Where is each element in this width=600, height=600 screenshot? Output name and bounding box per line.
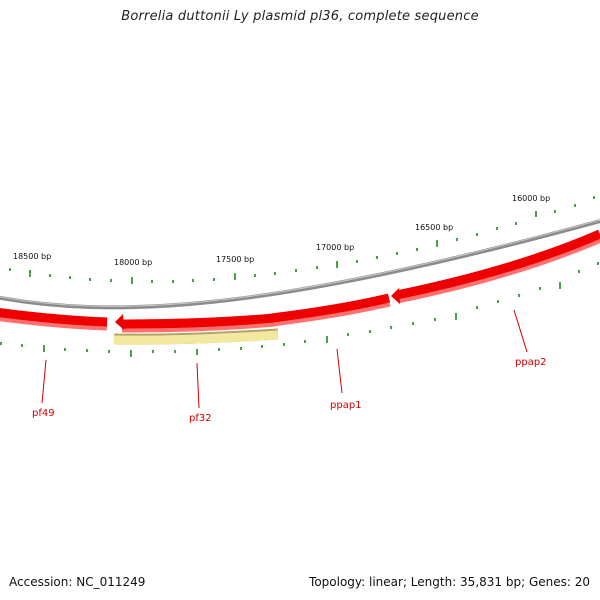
- accession-text: Accession: NC_011249: [9, 575, 146, 589]
- leader-pf49: [41, 359, 47, 404]
- leader-pf32: [196, 362, 200, 409]
- tick-label-18500: 18500 bp: [13, 252, 51, 261]
- gene-label-pf32: pf32: [189, 413, 212, 424]
- inner-tick-ring: [0, 262, 599, 357]
- summary-text: Topology: linear; Length: 35,831 bp; Gen…: [309, 575, 590, 589]
- gene-pf49[interactable]: [0, 308, 108, 331]
- tick-label-16500: 16500 bp: [415, 223, 453, 232]
- tick-label-17500: 17500 bp: [216, 255, 254, 264]
- tick-label-16000: 16000 bp: [512, 194, 550, 203]
- plasmid-backbone-highlight: [0, 219, 600, 307]
- gene-pf32-pseudo[interactable]: [113, 328, 279, 345]
- gene-pf32-red[interactable]: [115, 313, 275, 333]
- tick-label-18000: 18000 bp: [114, 258, 152, 267]
- gene-label-ppap2: ppap2: [515, 357, 547, 368]
- tick-label-17000: 17000 bp: [316, 243, 354, 252]
- outer-tick-ring: [9, 196, 595, 284]
- gene-label-ppap1: ppap1: [330, 400, 362, 411]
- gene-ppap1[interactable]: [271, 293, 391, 327]
- map-title: Borrelia duttonii Ly plasmid pl36, compl…: [121, 9, 479, 24]
- gene-label-pf49: pf49: [32, 408, 55, 419]
- plasmid-backbone: [0, 219, 600, 310]
- leader-ppap2: [513, 309, 528, 353]
- gene-ppap2[interactable]: [391, 229, 600, 304]
- leader-ppap1: [336, 348, 343, 394]
